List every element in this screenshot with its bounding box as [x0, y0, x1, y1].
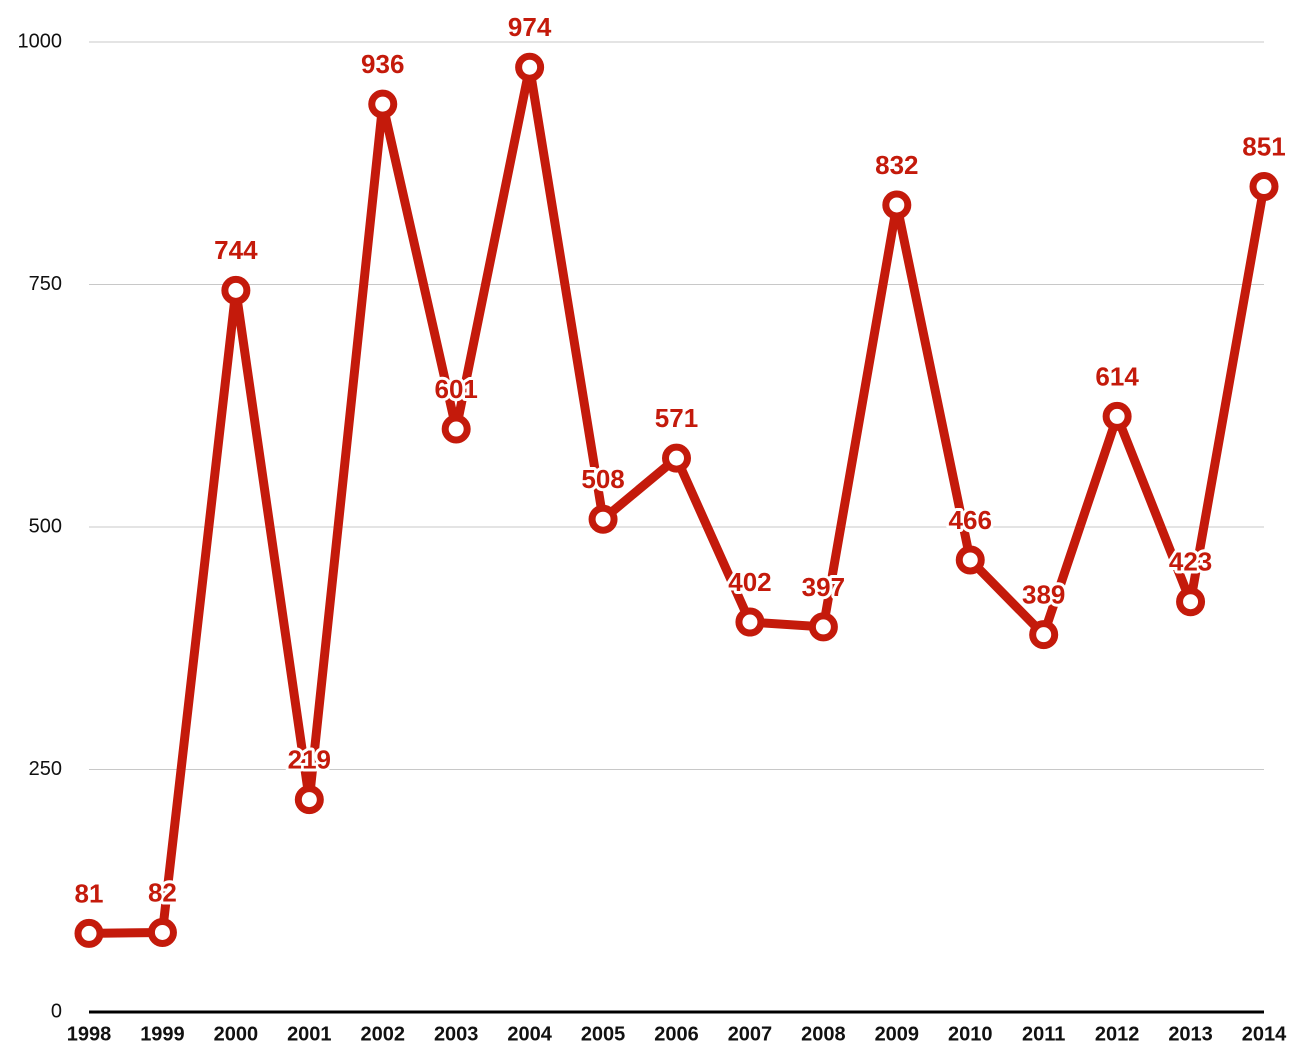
x-tick-label: 2009	[875, 1023, 920, 1045]
x-tick-label: 2006	[654, 1023, 699, 1045]
y-tick-label: 0	[51, 1000, 62, 1022]
x-tick-label: 2000	[214, 1023, 259, 1045]
data-label: 466	[949, 505, 992, 535]
x-tick-label: 1999	[140, 1023, 185, 1045]
data-label: 571	[655, 403, 698, 433]
point	[221, 275, 251, 305]
line	[88, 62, 1269, 938]
point	[147, 917, 177, 947]
x-tick-label: 2010	[948, 1023, 993, 1045]
point	[735, 607, 765, 637]
point	[441, 414, 471, 444]
x-tick-label: 2007	[728, 1023, 773, 1045]
point	[588, 504, 618, 534]
data-label: 423	[1169, 547, 1212, 577]
x-tick-label: 2012	[1095, 1023, 1140, 1045]
data-label: 601	[434, 374, 477, 404]
data-label: 744	[214, 235, 258, 265]
y-tick-label: 500	[29, 515, 62, 537]
point	[1249, 172, 1279, 202]
x-tick-label: 2003	[434, 1023, 479, 1045]
x-tick-label: 2002	[361, 1023, 406, 1045]
data-label: 82	[148, 877, 177, 907]
data-label: 832	[875, 150, 918, 180]
x-tick-label: 2013	[1168, 1023, 1213, 1045]
point	[74, 918, 104, 948]
x-tick-label: 2014	[1242, 1023, 1287, 1045]
x-tick-label: 2005	[581, 1023, 626, 1045]
point	[368, 89, 398, 119]
data-label: 508	[581, 464, 624, 494]
x-tick-label: 2011	[1022, 1023, 1065, 1045]
y-tick-label: 250	[29, 758, 62, 780]
data-label: 851	[1242, 131, 1285, 161]
data-label: 402	[728, 567, 771, 597]
data-label: 81	[75, 878, 104, 908]
x-tick-label: 2004	[507, 1023, 552, 1045]
data-label: 936	[361, 49, 404, 79]
x-tick-label: 2001	[287, 1023, 332, 1045]
point	[955, 545, 985, 575]
point	[294, 785, 324, 815]
point	[515, 52, 545, 82]
x-tick-label: 2008	[801, 1023, 846, 1045]
point	[1029, 620, 1059, 650]
point	[1102, 401, 1132, 431]
data-label: 389	[1022, 580, 1065, 610]
data-label: 397	[802, 572, 845, 602]
x-tick-label: 1998	[67, 1023, 112, 1045]
y-tick-label: 750	[29, 273, 62, 295]
data-label: 974	[508, 12, 552, 42]
point	[808, 612, 838, 642]
point	[1176, 587, 1206, 617]
data-label: 614	[1095, 361, 1139, 391]
y-tick-label: 1000	[18, 30, 63, 52]
point	[662, 443, 691, 473]
point	[882, 190, 912, 220]
data-label: 219	[288, 744, 331, 774]
